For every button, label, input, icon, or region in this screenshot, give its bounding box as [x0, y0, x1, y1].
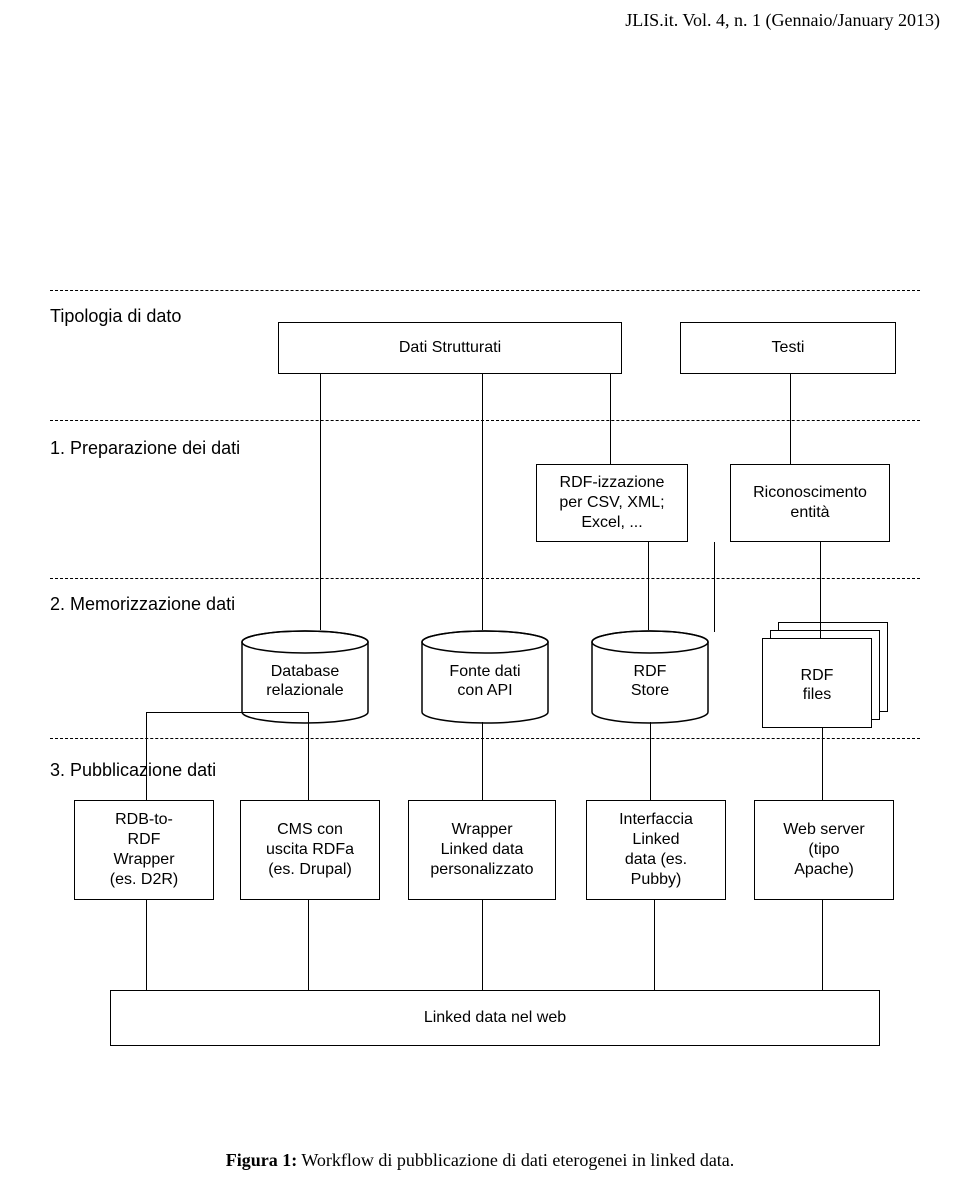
cylinder-rdf-store: RDF Store	[590, 630, 710, 726]
conn-testi-ricon	[790, 374, 791, 464]
divider-0	[50, 290, 920, 291]
conn-pub1-web	[146, 900, 147, 990]
conn-strutt-rdfizz	[610, 374, 611, 464]
divider-3	[50, 738, 920, 739]
conn-pub4-web	[654, 900, 655, 990]
docstack-label: RDF files	[762, 666, 872, 704]
box-dati-strutturati: Dati Strutturati	[278, 322, 622, 374]
cylinder-label: Fonte dati con API	[420, 662, 550, 700]
box-cms-rdfa: CMS con uscita RDFa (es. Drupal)	[240, 800, 380, 900]
conn-ricon-store	[714, 542, 715, 632]
box-riconoscimento: Riconoscimento entità	[730, 464, 890, 542]
conn-db-branch-h	[146, 712, 308, 713]
label-tipologia: Tipologia di dato	[50, 306, 181, 327]
label-memorizzazione: 2. Memorizzazione dati	[50, 594, 235, 615]
conn-files-pub5	[822, 728, 823, 800]
box-testi: Testi	[680, 322, 896, 374]
conn-pub2-web	[308, 900, 309, 990]
conn-pub3-web	[482, 900, 483, 990]
conn-db-branch-v	[308, 712, 309, 722]
workflow-diagram: Tipologia di dato 1. Preparazione dei da…	[50, 290, 920, 1110]
conn-strutt-mid	[482, 374, 483, 630]
caption-bold: Figura 1:	[226, 1150, 298, 1170]
divider-2	[50, 578, 920, 579]
conn-pub5-web	[822, 900, 823, 990]
cylinder-label: RDF Store	[590, 662, 710, 700]
caption-text: Workflow di pubblicazione di dati eterog…	[297, 1150, 734, 1170]
conn-ricon-files	[820, 542, 821, 638]
figure-caption: Figura 1: Workflow di pubblicazione di d…	[0, 1150, 960, 1171]
conn-db-pub1	[146, 712, 147, 800]
conn-strutt-down	[320, 374, 321, 630]
docstack-rdf-files: RDF files	[762, 622, 888, 728]
box-rdf-izzazione: RDF-izzazione per CSV, XML; Excel, ...	[536, 464, 688, 542]
cylinder-fonte-api: Fonte dati con API	[420, 630, 550, 726]
conn-store-pub4	[650, 722, 651, 800]
box-wrapper-ld: Wrapper Linked data personalizzato	[408, 800, 556, 900]
label-pubblicazione: 3. Pubblicazione dati	[50, 760, 216, 781]
box-interfaccia-ld: Interfaccia Linked data (es. Pubby)	[586, 800, 726, 900]
conn-api-pub3	[482, 722, 483, 800]
box-web-server: Web server (tipo Apache)	[754, 800, 894, 900]
cylinder-label: Database relazionale	[240, 662, 370, 700]
box-rdb-to-rdf: RDB-to- RDF Wrapper (es. D2R)	[74, 800, 214, 900]
box-linked-data-web: Linked data nel web	[110, 990, 880, 1046]
label-preparazione: 1. Preparazione dei dati	[50, 438, 240, 459]
conn-db-pub2	[308, 722, 309, 800]
page-header: JLIS.it. Vol. 4, n. 1 (Gennaio/January 2…	[625, 10, 940, 31]
conn-rdfizz-store	[648, 542, 649, 630]
